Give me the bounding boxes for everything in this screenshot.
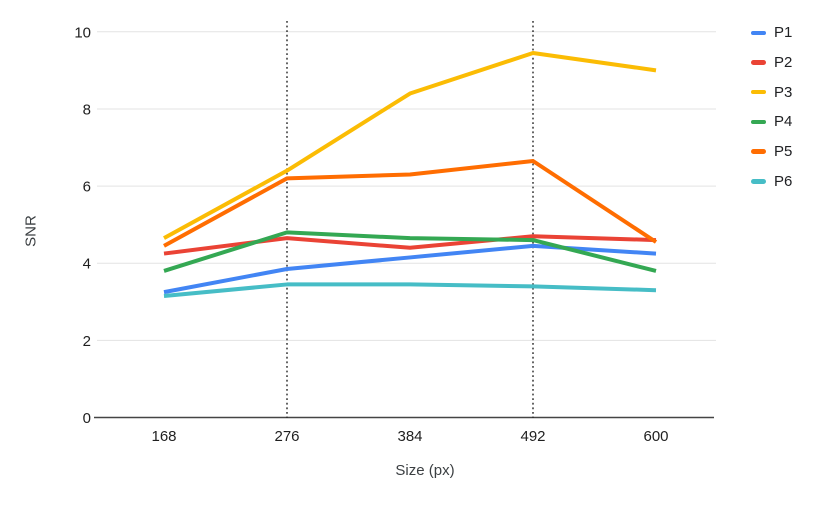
legend-label: P1 (774, 24, 793, 42)
x-tick-label: 492 (520, 428, 545, 445)
legend: P1 P2 P3 P4 P5 P6 (751, 18, 792, 196)
y-tick-label: 2 (83, 333, 91, 350)
y-axis-title: SNR (22, 215, 40, 247)
legend-label: P6 (774, 172, 793, 190)
legend-item-p1: P1 (751, 18, 792, 48)
legend-swatch-icon (751, 89, 766, 95)
legend-item-p6: P6 (751, 166, 792, 196)
legend-swatch-icon (751, 179, 766, 184)
y-tick-label: 8 (83, 101, 91, 118)
legend-swatch-icon (751, 60, 766, 65)
legend-label: P2 (774, 54, 793, 72)
x-tick-label: 168 (151, 428, 176, 445)
x-tick-label: 600 (643, 428, 668, 445)
legend-label: P4 (774, 113, 793, 131)
y-tick-label: 0 (83, 410, 91, 427)
legend-item-p4: P4 (751, 107, 792, 137)
legend-item-p3: P3 (751, 77, 792, 107)
series-line-p4 (163, 230, 657, 273)
y-tick-label: 4 (83, 256, 91, 273)
x-tick-label: 276 (274, 428, 299, 445)
series-line-p6 (163, 282, 657, 298)
y-tick-label: 6 (83, 179, 91, 196)
series-line-p3 (163, 51, 657, 240)
x-axis-title: Size (px) (395, 462, 455, 479)
legend-label: P3 (774, 83, 793, 101)
x-tick-label: 384 (397, 428, 422, 445)
legend-swatch-icon (751, 30, 766, 36)
legend-item-p2: P2 (751, 48, 792, 78)
series-line-p5 (163, 159, 658, 248)
legend-swatch-icon (751, 119, 766, 125)
y-tick-label: 10 (74, 24, 91, 41)
legend-item-p5: P5 (751, 137, 792, 167)
legend-label: P5 (774, 143, 793, 161)
legend-swatch-icon (751, 149, 766, 154)
